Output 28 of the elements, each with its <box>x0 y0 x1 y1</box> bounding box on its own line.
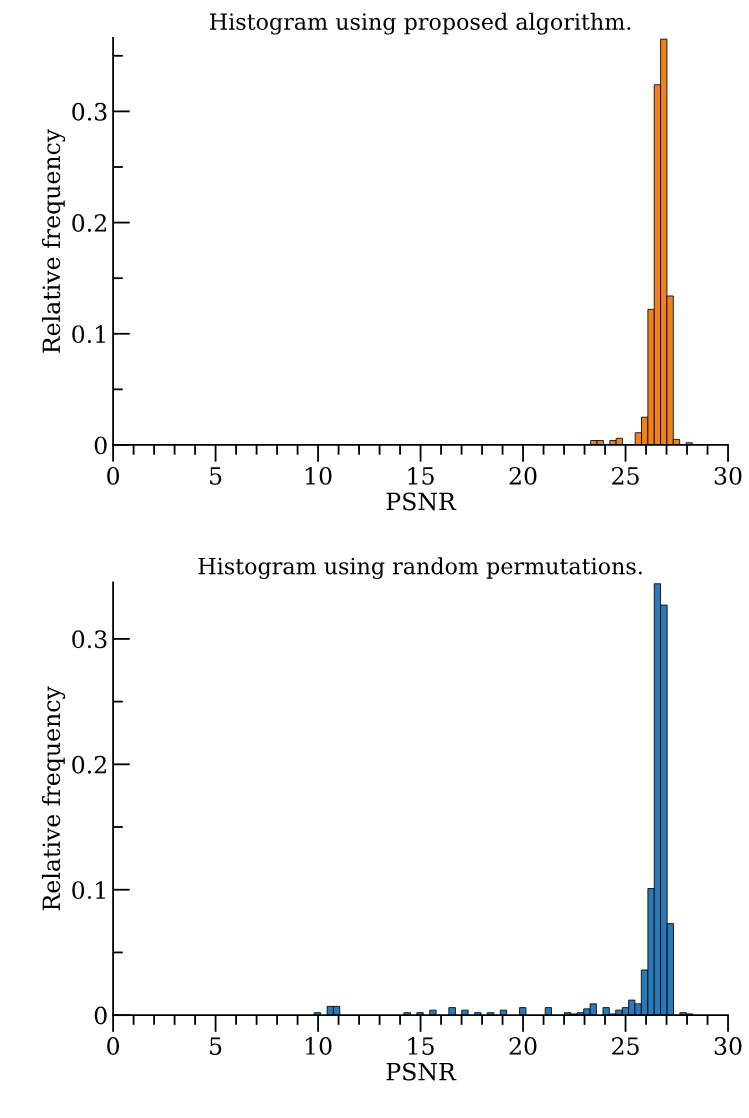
x-tick-label: 15 <box>408 1037 434 1055</box>
x-tick-label: 15 <box>408 466 434 485</box>
x-tick-label: 5 <box>210 1037 222 1055</box>
x-tick-label: 20 <box>509 1037 537 1055</box>
x-tick-label: 5 <box>210 467 222 485</box>
y-tick-label: 0.2 <box>72 755 106 774</box>
y-tick-label: 0 <box>94 436 107 455</box>
x-tick-label: 25 <box>612 1037 639 1055</box>
x-tick-label: 0 <box>107 1037 120 1055</box>
y-tick-label: 0.3 <box>72 102 107 121</box>
x-tick-label: 0 <box>107 466 120 485</box>
x-tick-label: 10 <box>305 466 332 485</box>
x-tick-label: 10 <box>305 1037 332 1055</box>
x-tick-label: 30 <box>714 466 742 485</box>
y-tick-label: 0.1 <box>72 325 105 344</box>
y-tick-label: 0.3 <box>72 630 107 649</box>
y-tick-label: 0.2 <box>72 214 106 232</box>
chart-title: Histogram using proposed algorithm. <box>209 12 631 35</box>
x-axis-title: PSNR <box>386 492 457 511</box>
y-axis-title: Relative frequency <box>41 128 66 353</box>
x-tick-label: 30 <box>714 1037 742 1055</box>
y-tick-label: 0.1 <box>72 881 105 900</box>
chart-title: Histogram using random permutations. <box>198 557 642 580</box>
y-axis-title: Relative frequency <box>41 686 66 911</box>
x-axis-title: PSNR <box>386 1062 457 1081</box>
x-tick-label: 25 <box>612 466 639 485</box>
y-tick-label: 0 <box>94 1006 107 1025</box>
x-tick-label: 20 <box>509 466 537 485</box>
